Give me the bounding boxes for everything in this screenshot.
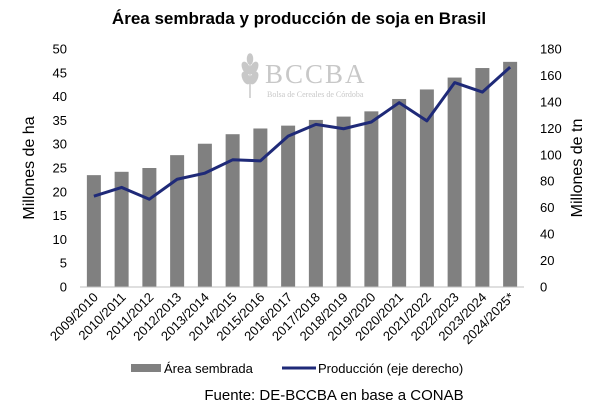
bar (225, 134, 240, 287)
bar (170, 155, 185, 287)
y-tick-label: 20 (53, 184, 67, 199)
y-axis-ticks: 0 5 10 15 20 25 30 35 40 45 50 (53, 42, 67, 295)
chart-title: Área sembrada y producción de soja en Br… (112, 9, 486, 28)
y-tick-label: 50 (53, 42, 67, 57)
bar (392, 98, 407, 287)
y2-tick-label: 60 (540, 200, 554, 215)
bar (364, 111, 379, 287)
y2-tick-label: 80 (540, 174, 554, 189)
bar (114, 171, 129, 287)
bar (281, 125, 296, 287)
watermark-subtitle: Bolsa de Cereales de Córdoba (267, 90, 364, 99)
watermark-logo: BCCBA Bolsa de Cereales de Córdoba (241, 53, 367, 99)
y2-axis-label: Millones de tn (569, 119, 586, 218)
legend-bar-swatch (131, 364, 161, 372)
watermark-text: BCCBA (265, 59, 367, 89)
bar (447, 77, 462, 287)
y2-tick-label: 40 (540, 227, 554, 242)
y-tick-label: 40 (53, 89, 67, 104)
bar (253, 128, 268, 287)
y-tick-label: 15 (53, 208, 67, 223)
bar (419, 89, 434, 288)
bar (308, 119, 323, 287)
production-line (93, 65, 512, 201)
y-tick-label: 10 (53, 232, 67, 247)
y2-tick-label: 20 (540, 253, 554, 268)
x-axis-ticks: 2009/20102010/20112011/20122012/20132013… (47, 290, 517, 348)
y2-tick-label: 0 (540, 280, 547, 295)
y-tick-label: 35 (53, 113, 67, 128)
line-series (93, 65, 512, 201)
bar (336, 116, 351, 287)
y-tick-label: 30 (53, 137, 67, 152)
legend-line-label: Producción (eje derecho) (318, 361, 463, 376)
bar (475, 68, 490, 287)
wheat-icon (241, 53, 259, 98)
legend: Área sembrada Producción (eje derecho) (131, 361, 463, 376)
y2-tick-label: 160 (540, 68, 562, 83)
legend-bar-label: Área sembrada (164, 361, 254, 376)
source-note: Fuente: DE-BCCBA en base a CONAB (204, 387, 463, 404)
y-tick-label: 25 (53, 161, 67, 176)
y2-axis-ticks: 0 20 40 60 80 100 120 140 160 180 (540, 42, 562, 295)
bar (197, 143, 212, 287)
y-tick-label: 45 (53, 65, 67, 80)
bar (142, 168, 157, 287)
y2-tick-label: 180 (540, 42, 562, 57)
y-axis-label: Millones de ha (21, 116, 38, 219)
y-tick-label: 0 (60, 280, 67, 295)
y-tick-label: 5 (60, 256, 67, 271)
bar (503, 61, 518, 287)
bar-series (86, 61, 518, 288)
y2-tick-label: 140 (540, 94, 562, 109)
y2-tick-label: 120 (540, 121, 562, 136)
bar (86, 175, 101, 287)
y2-tick-label: 100 (540, 147, 562, 162)
